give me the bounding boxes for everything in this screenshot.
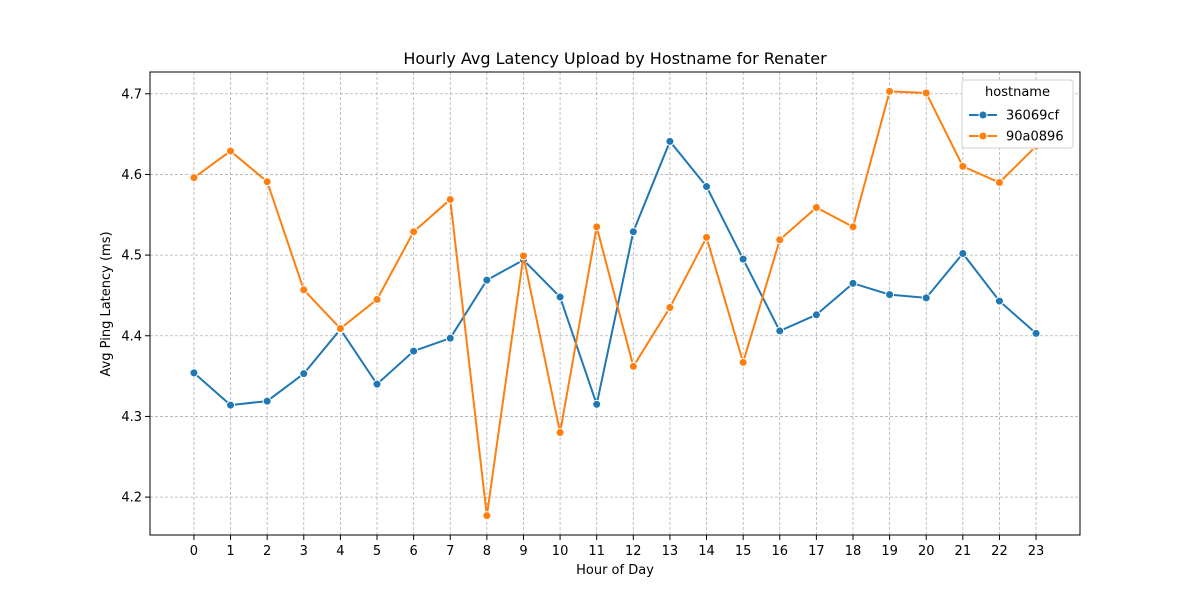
y-tick-label: 4.3 (121, 410, 142, 425)
data-point (665, 303, 675, 313)
series-layer (189, 86, 1041, 521)
x-tick-label: 7 (446, 544, 454, 559)
data-point (811, 310, 821, 320)
x-tick-label: 5 (373, 544, 381, 559)
x-tick-label: 18 (845, 544, 862, 559)
x-tick-label: 4 (336, 544, 344, 559)
y-axis-label: Avg Ping Latency (ms) (99, 231, 114, 376)
x-tick-label: 10 (552, 544, 569, 559)
data-point (994, 296, 1004, 306)
data-point (445, 333, 455, 343)
x-tick-label: 6 (409, 544, 417, 559)
x-tick-label: 23 (1028, 544, 1045, 559)
data-point (848, 222, 858, 232)
x-tick-label: 0 (190, 544, 198, 559)
data-point (994, 178, 1004, 188)
data-point (592, 399, 602, 409)
x-tick-label: 12 (625, 544, 642, 559)
data-point (262, 396, 272, 406)
x-tick-label: 11 (588, 544, 605, 559)
data-point (665, 136, 675, 146)
legend-swatch-marker (978, 110, 988, 120)
x-tick-label: 9 (519, 544, 527, 559)
x-tick-label: 16 (771, 544, 788, 559)
data-point (409, 227, 419, 237)
series-36069cf (189, 136, 1041, 410)
x-tick-label: 2 (263, 544, 271, 559)
x-tick-label: 1 (226, 544, 234, 559)
data-point (775, 326, 785, 336)
data-point (189, 173, 199, 183)
data-point (921, 88, 931, 98)
y-tick-label: 4.6 (121, 168, 142, 183)
legend-label: 36069cf (1006, 109, 1060, 124)
x-tick-label: 19 (881, 544, 898, 559)
data-point (226, 146, 236, 156)
data-point (555, 292, 565, 302)
data-point (775, 235, 785, 245)
plot-frame (149, 71, 1081, 536)
data-point (299, 285, 309, 295)
data-point (482, 511, 492, 521)
data-point (885, 290, 895, 300)
data-point (811, 203, 821, 213)
data-point (702, 182, 712, 192)
legend-title: hostname (985, 85, 1050, 100)
data-point (738, 357, 748, 367)
data-point (738, 254, 748, 264)
axes: 0 1 2 3 4 5 6 7 8 9 10 11 12 13 14 15 16 17 18 19 20 21 22 234.… (121, 71, 1081, 559)
x-tick-label: 14 (698, 544, 715, 559)
data-point (628, 227, 638, 237)
x-tick-label: 15 (735, 544, 752, 559)
data-point (372, 294, 382, 304)
data-point (958, 161, 968, 171)
data-point (445, 194, 455, 204)
legend-label: 90a0896 (1006, 130, 1064, 145)
data-point (592, 222, 602, 232)
data-point (335, 324, 345, 334)
y-tick-label: 4.2 (121, 491, 142, 506)
data-point (628, 361, 638, 371)
data-point (702, 232, 712, 242)
x-tick-label: 13 (662, 544, 679, 559)
x-tick-label: 22 (991, 544, 1008, 559)
data-point (189, 368, 199, 378)
grid (150, 72, 1080, 535)
data-point (482, 275, 492, 285)
data-point (848, 278, 858, 288)
x-tick-label: 17 (808, 544, 825, 559)
y-tick-label: 4.4 (121, 329, 142, 344)
chart-title: Hourly Avg Latency Upload by Hostname fo… (403, 49, 827, 68)
data-point (518, 251, 528, 261)
data-point (409, 346, 419, 356)
x-axis-label: Hour of Day (576, 563, 654, 578)
data-point (1031, 328, 1041, 338)
data-point (226, 400, 236, 410)
legend: hostname 36069cf 90a0896 (961, 79, 1074, 149)
legend-box (961, 79, 1074, 149)
data-point (372, 379, 382, 389)
data-point (885, 86, 895, 96)
data-point (958, 248, 968, 258)
data-point (555, 428, 565, 438)
x-tick-label: 20 (918, 544, 935, 559)
data-point (299, 369, 309, 379)
x-tick-label: 21 (955, 544, 972, 559)
data-point (921, 293, 931, 303)
data-point (262, 177, 272, 187)
x-tick-label: 3 (300, 544, 308, 559)
y-tick-label: 4.5 (121, 249, 142, 264)
legend-swatch-marker (978, 131, 988, 141)
series-line (193, 90, 1037, 516)
y-tick-label: 4.7 (121, 87, 142, 102)
series-90a0896 (189, 86, 1041, 521)
x-tick-label: 8 (483, 544, 491, 559)
series-line (193, 139, 1037, 409)
